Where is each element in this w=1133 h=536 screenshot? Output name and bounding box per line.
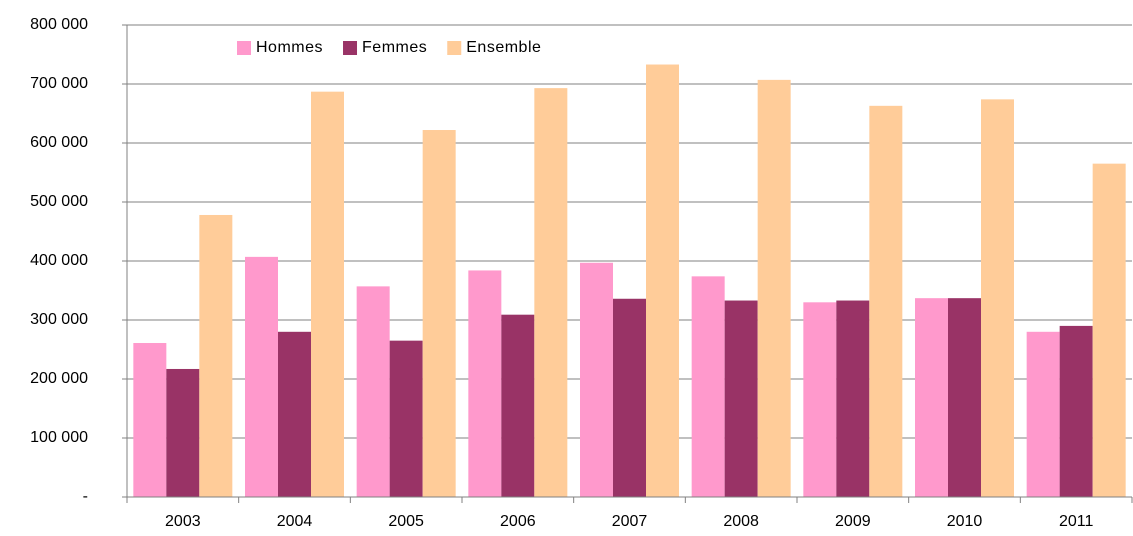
bar	[580, 262, 613, 497]
bar	[613, 298, 646, 497]
x-tick-label: 2003	[165, 513, 201, 530]
bar	[389, 340, 423, 497]
y-tick-label: 300 000	[30, 311, 88, 328]
x-tick-label: 2004	[277, 513, 313, 530]
bar	[869, 105, 903, 497]
bar	[133, 343, 167, 497]
bar	[245, 256, 278, 497]
bar	[1092, 163, 1126, 497]
x-tick-label: 2011	[1059, 513, 1094, 530]
legend-label: Hommes	[256, 39, 323, 56]
bar	[1059, 325, 1093, 497]
y-tick-label: 400 000	[30, 252, 88, 269]
bar	[803, 302, 837, 497]
y-tick-label: 500 000	[30, 193, 88, 210]
x-tick-label: 2005	[388, 513, 424, 530]
y-tick-label: 100 000	[30, 429, 88, 446]
bar	[534, 88, 568, 497]
bar	[356, 286, 390, 497]
bar	[422, 130, 456, 497]
bar	[166, 368, 200, 497]
bar	[948, 298, 981, 497]
x-tick-label: 2009	[835, 513, 871, 530]
bar	[981, 99, 1014, 497]
y-tick-label: 200 000	[30, 370, 88, 387]
bar	[468, 270, 502, 497]
bar	[278, 331, 311, 497]
bar	[836, 300, 870, 497]
legend-label: Ensemble	[466, 39, 541, 56]
bar	[199, 214, 233, 498]
x-tick-label: 2010	[947, 513, 983, 530]
legend-swatch	[447, 41, 462, 55]
legend-label: Femmes	[362, 39, 427, 56]
bar	[724, 300, 758, 497]
legend-swatch	[237, 41, 251, 55]
bar	[691, 276, 725, 497]
bar	[311, 91, 344, 498]
bar	[501, 314, 535, 497]
y-tick-label: 600 000	[30, 134, 88, 151]
x-tick-label: 2006	[500, 513, 536, 530]
bar	[915, 298, 948, 497]
y-tick-label: 800 000	[30, 16, 88, 33]
y-tick-label: 700 000	[30, 75, 88, 92]
bar	[646, 64, 679, 497]
bar	[1026, 331, 1060, 497]
x-tick-label: 2008	[723, 513, 759, 530]
x-tick-label: 2007	[612, 513, 648, 530]
y-tick-label: -	[83, 488, 88, 505]
bar	[757, 79, 791, 498]
legend-swatch	[343, 41, 358, 55]
